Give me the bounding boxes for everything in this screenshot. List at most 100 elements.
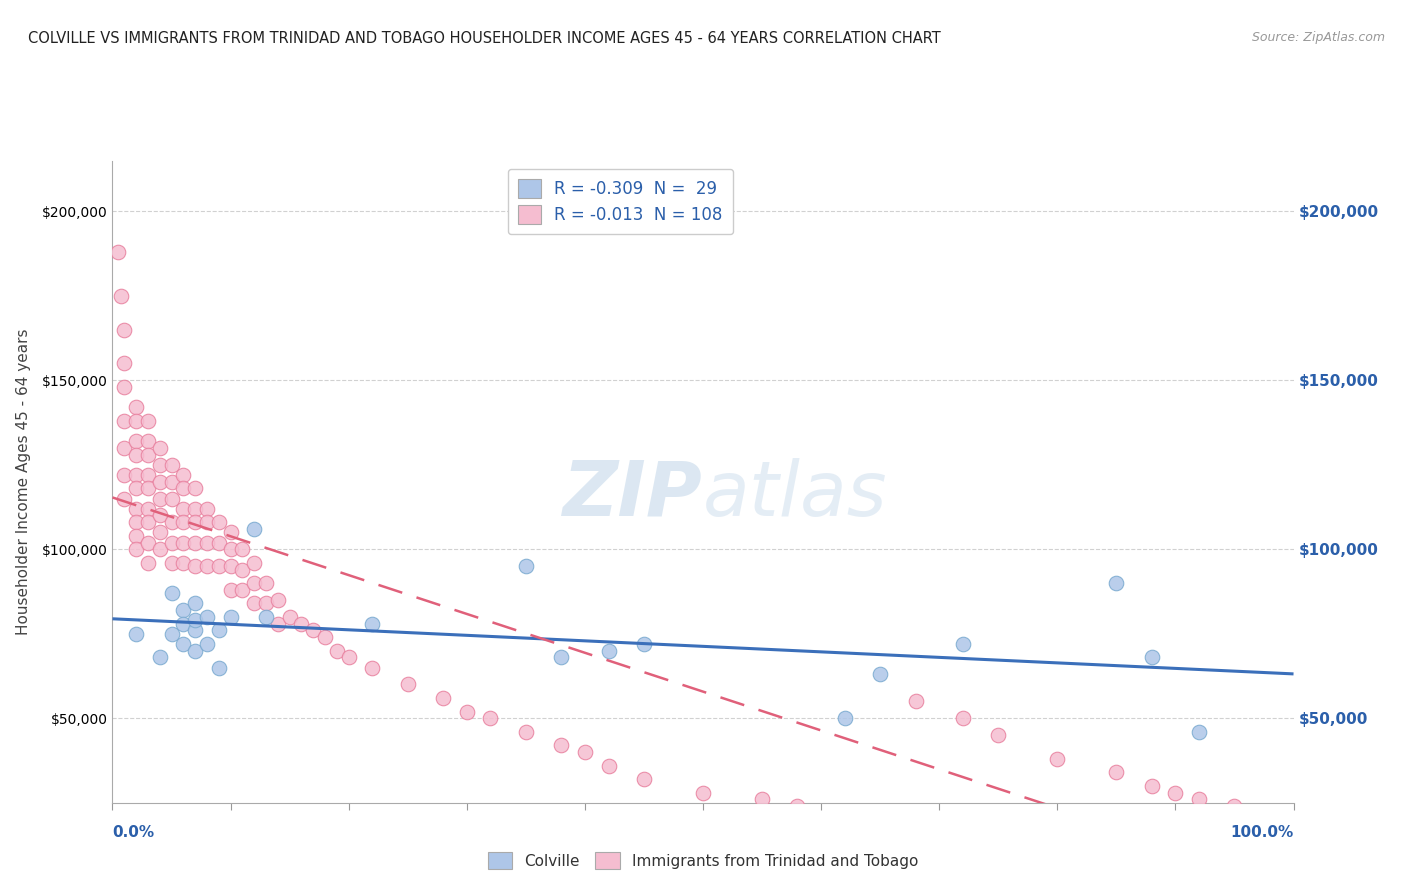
Point bbox=[125, 529, 148, 543]
Point bbox=[112, 441, 135, 455]
Text: COLVILLE VS IMMIGRANTS FROM TRINIDAD AND TOBAGO HOUSEHOLDER INCOME AGES 45 - 64 : COLVILLE VS IMMIGRANTS FROM TRINIDAD AND… bbox=[28, 31, 941, 46]
Point bbox=[314, 630, 336, 644]
Point bbox=[231, 563, 253, 577]
Text: Source: ZipAtlas.com: Source: ZipAtlas.com bbox=[1251, 31, 1385, 45]
Point bbox=[160, 586, 183, 600]
Point bbox=[136, 556, 159, 570]
Point bbox=[337, 650, 360, 665]
Point bbox=[1247, 805, 1270, 820]
Text: 0.0%: 0.0% bbox=[112, 825, 155, 840]
Point bbox=[1164, 786, 1187, 800]
Point bbox=[1140, 779, 1163, 793]
Point bbox=[692, 786, 714, 800]
Point bbox=[869, 813, 891, 827]
Point bbox=[869, 667, 891, 681]
Point bbox=[112, 491, 135, 506]
Point bbox=[136, 434, 159, 449]
Point bbox=[149, 441, 172, 455]
Point bbox=[184, 535, 207, 549]
Point bbox=[456, 705, 478, 719]
Point bbox=[172, 556, 194, 570]
Legend: Colville, Immigrants from Trinidad and Tobago: Colville, Immigrants from Trinidad and T… bbox=[482, 846, 924, 875]
Text: ZIP: ZIP bbox=[564, 458, 703, 532]
Point bbox=[1140, 650, 1163, 665]
Point bbox=[479, 711, 502, 725]
Point bbox=[195, 637, 218, 651]
Point bbox=[574, 745, 596, 759]
Point bbox=[952, 711, 974, 725]
Point bbox=[125, 467, 148, 482]
Point bbox=[149, 475, 172, 489]
Point bbox=[125, 627, 148, 641]
Point bbox=[172, 482, 194, 496]
Point bbox=[208, 660, 231, 674]
Point bbox=[1188, 724, 1211, 739]
Point bbox=[112, 414, 135, 428]
Point bbox=[1105, 576, 1128, 591]
Point bbox=[834, 805, 856, 820]
Point bbox=[160, 535, 183, 549]
Point bbox=[172, 535, 194, 549]
Point bbox=[160, 515, 183, 529]
Point bbox=[633, 772, 655, 786]
Point bbox=[515, 559, 537, 574]
Point bbox=[184, 596, 207, 610]
Point bbox=[1271, 820, 1294, 834]
Point bbox=[1105, 765, 1128, 780]
Point bbox=[633, 637, 655, 651]
Text: 100.0%: 100.0% bbox=[1230, 825, 1294, 840]
Point bbox=[136, 501, 159, 516]
Point bbox=[195, 610, 218, 624]
Point bbox=[515, 724, 537, 739]
Point bbox=[136, 515, 159, 529]
Point bbox=[125, 501, 148, 516]
Point bbox=[243, 556, 266, 570]
Point bbox=[208, 535, 231, 549]
Point bbox=[786, 799, 808, 814]
Point bbox=[1188, 792, 1211, 806]
Point bbox=[1223, 799, 1246, 814]
Point bbox=[184, 501, 207, 516]
Point bbox=[219, 610, 242, 624]
Point bbox=[160, 556, 183, 570]
Point bbox=[149, 508, 172, 523]
Point bbox=[125, 542, 148, 557]
Point bbox=[172, 515, 194, 529]
Point bbox=[184, 613, 207, 627]
Point bbox=[432, 691, 454, 706]
Point bbox=[149, 525, 172, 540]
Point bbox=[219, 542, 242, 557]
Point bbox=[160, 458, 183, 472]
Point bbox=[219, 525, 242, 540]
Point bbox=[149, 458, 172, 472]
Point bbox=[107, 244, 129, 259]
Point bbox=[243, 596, 266, 610]
Point bbox=[136, 467, 159, 482]
Point bbox=[172, 637, 194, 651]
Point bbox=[195, 501, 218, 516]
Point bbox=[1282, 826, 1305, 840]
Point bbox=[112, 356, 135, 370]
Point bbox=[125, 482, 148, 496]
Point bbox=[302, 624, 325, 638]
Point bbox=[598, 758, 620, 772]
Point bbox=[290, 616, 312, 631]
Point bbox=[184, 559, 207, 574]
Point bbox=[267, 593, 290, 607]
Point bbox=[254, 610, 277, 624]
Point bbox=[112, 467, 135, 482]
Point bbox=[396, 677, 419, 691]
Point bbox=[278, 610, 301, 624]
Point bbox=[361, 616, 384, 631]
Point bbox=[149, 542, 172, 557]
Point bbox=[160, 627, 183, 641]
Y-axis label: Householder Income Ages 45 - 64 years: Householder Income Ages 45 - 64 years bbox=[15, 328, 31, 635]
Point bbox=[172, 501, 194, 516]
Point bbox=[195, 559, 218, 574]
Legend: R = -0.309  N =  29, R = -0.013  N = 108: R = -0.309 N = 29, R = -0.013 N = 108 bbox=[508, 169, 733, 234]
Point bbox=[219, 582, 242, 597]
Point bbox=[1046, 752, 1069, 766]
Point bbox=[136, 414, 159, 428]
Point bbox=[1271, 813, 1294, 827]
Point bbox=[208, 624, 231, 638]
